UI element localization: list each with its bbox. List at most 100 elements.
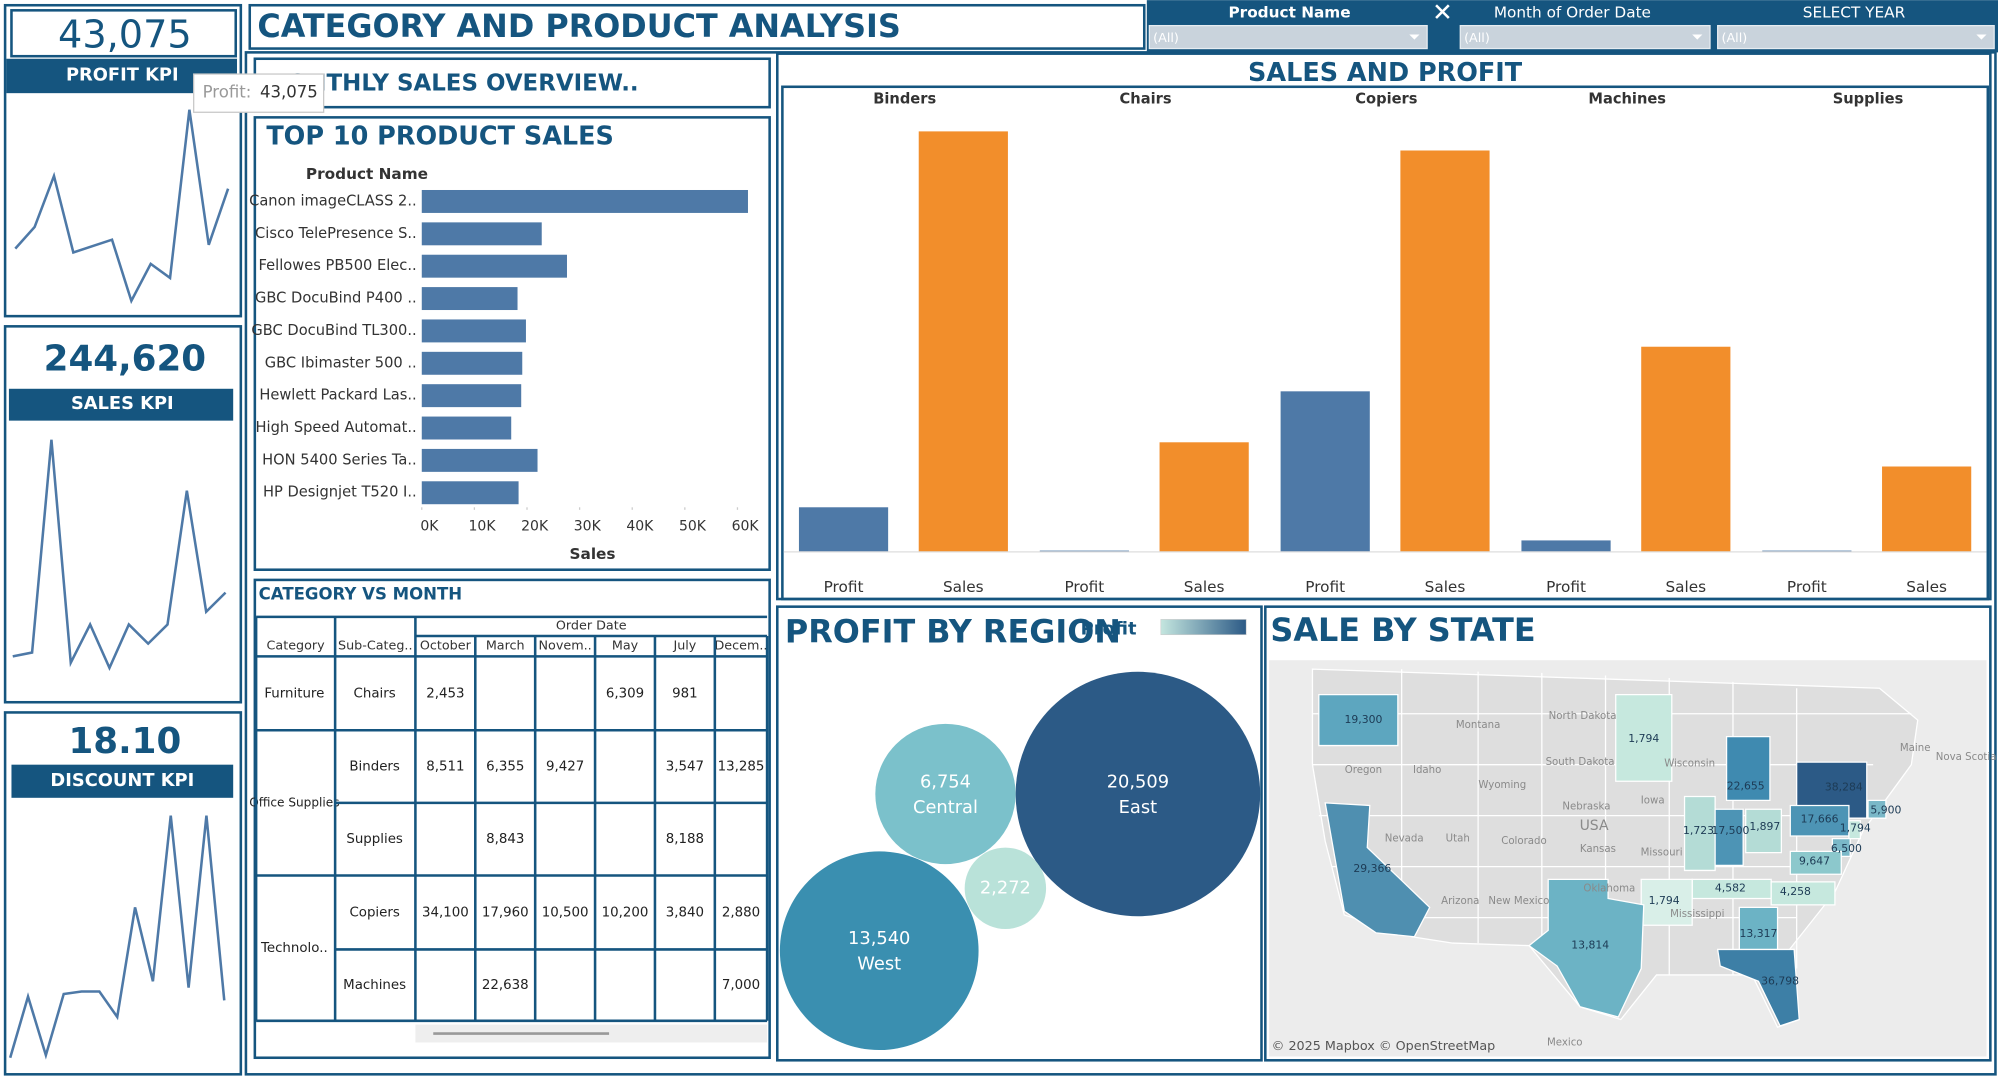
y-tick-label: GBC DocuBind TL300.. — [251, 322, 416, 339]
y-tick-label: Fellowes PB500 Elec.. — [259, 257, 417, 274]
series-label: Profit — [1064, 578, 1104, 596]
state-value: 4,582 — [1715, 881, 1746, 894]
bubble — [779, 851, 979, 1051]
column-header: July — [672, 639, 696, 654]
bubble-label: Central — [913, 797, 978, 818]
tooltip-label: Profit: — [203, 83, 252, 102]
place-label: Mississippi — [1670, 909, 1724, 920]
table-cell: 10,500 — [542, 905, 589, 920]
row-category: Technolo.. — [260, 941, 328, 956]
axis-title: Sales — [570, 545, 616, 563]
state-value: 6,500 — [1831, 842, 1862, 855]
column-header: October — [420, 639, 472, 654]
state — [1683, 795, 1716, 872]
series-label: Sales — [1906, 578, 1947, 596]
bar — [421, 189, 748, 213]
title-frame — [248, 3, 1146, 50]
state — [1615, 693, 1673, 782]
filter-dropdown[interactable] — [1148, 24, 1428, 50]
column-header: Category — [267, 639, 326, 654]
table-cell: 6,355 — [486, 760, 524, 775]
table-cell: 8,188 — [666, 832, 704, 847]
place-label: USA — [1580, 818, 1609, 834]
bar — [1039, 550, 1129, 552]
filter-dropdown[interactable] — [1459, 24, 1711, 50]
table-cell: 22,638 — [482, 978, 529, 993]
dashboard-title: CATEGORY AND PRODUCT ANALYSIS — [257, 7, 900, 45]
legend-ramp — [1160, 619, 1247, 636]
bar — [421, 287, 518, 311]
kpi-card — [3, 325, 243, 704]
table-title: CATEGORY VS MONTH — [259, 585, 462, 604]
place-label: Missouri — [1641, 848, 1683, 859]
series-label: Sales — [1184, 578, 1225, 596]
y-tick-label: GBC Ibimaster 500 .. — [265, 354, 417, 371]
state — [1867, 799, 1887, 819]
place-label: Montana — [1456, 720, 1500, 731]
table-cell: 8,511 — [426, 760, 464, 775]
x-tick-label: 60K — [732, 518, 760, 534]
place-label: Arizona — [1441, 896, 1479, 907]
state-value: 1,723 — [1683, 824, 1714, 837]
state-value: 1,794 — [1840, 821, 1871, 834]
row-subcategory: Machines — [343, 978, 406, 993]
category-header: Machines — [1588, 91, 1666, 108]
state-value: 9,647 — [1799, 855, 1830, 868]
close-icon[interactable] — [1435, 4, 1450, 19]
bar — [1280, 391, 1370, 552]
dropdown-arrow — [1976, 34, 1987, 40]
column-header: May — [612, 639, 639, 654]
filter-dropdown[interactable] — [1717, 24, 1995, 50]
filter-label: SELECT YEAR — [1803, 3, 1906, 21]
map-title: SALE BY STATE — [1270, 611, 1535, 649]
bubble-label: West — [857, 954, 901, 975]
bar — [421, 222, 542, 246]
bar — [1159, 442, 1249, 552]
kpi-sparkline — [8, 815, 226, 1060]
bubble — [1015, 671, 1261, 917]
kpi-label-bar — [11, 764, 234, 798]
chart-title: PROFIT BY REGION — [785, 612, 1121, 650]
state — [1725, 736, 1771, 801]
state — [1770, 881, 1836, 906]
bubble-value: 6,754 — [920, 772, 971, 793]
bar — [421, 448, 538, 472]
place-label: Maine — [1900, 743, 1931, 754]
kpi-label: DISCOUNT KPI — [50, 770, 194, 791]
series-label: Profit — [1787, 578, 1827, 596]
table-cell: 34,100 — [422, 905, 469, 920]
bar — [421, 416, 512, 440]
table-cell: 3,547 — [666, 760, 704, 775]
state-value: 17,500 — [1711, 824, 1749, 837]
table-cell: 3,840 — [666, 905, 704, 920]
series-label: Profit — [1305, 578, 1345, 596]
filter-label: Product Name — [1228, 3, 1350, 21]
state-value: 1,897 — [1749, 820, 1780, 833]
place-label: Mexico — [1547, 1037, 1583, 1048]
state-value: 1,794 — [1649, 894, 1680, 907]
state-value: 29,366 — [1353, 862, 1391, 875]
place-label: Nevada — [1385, 834, 1424, 845]
tooltip-value: 43,075 — [260, 83, 318, 102]
category-header: Binders — [873, 91, 936, 108]
state-value: 19,300 — [1344, 713, 1382, 726]
place-label: Wyoming — [1478, 780, 1526, 791]
x-tick-label: 30K — [574, 518, 602, 534]
category-header: Copiers — [1355, 91, 1417, 108]
y-tick-label: Hewlett Packard Las.. — [259, 387, 416, 404]
state — [1318, 693, 1399, 747]
row-subcategory: Binders — [349, 760, 400, 775]
filter-label: Month of Order Date — [1494, 3, 1651, 21]
kpi-value: 244,620 — [44, 339, 206, 380]
place-label: Iowa — [1641, 795, 1665, 806]
bar — [421, 351, 523, 375]
table-cell: 6,309 — [606, 686, 644, 701]
kpi-value: 18.10 — [68, 721, 181, 762]
series-label: Sales — [1665, 578, 1706, 596]
state-value: 13,814 — [1571, 939, 1609, 952]
place-label: Nebraska — [1562, 802, 1610, 813]
bar — [421, 319, 526, 343]
state-value: 4,258 — [1780, 885, 1811, 898]
bubble — [875, 723, 1016, 865]
state — [1324, 802, 1431, 938]
